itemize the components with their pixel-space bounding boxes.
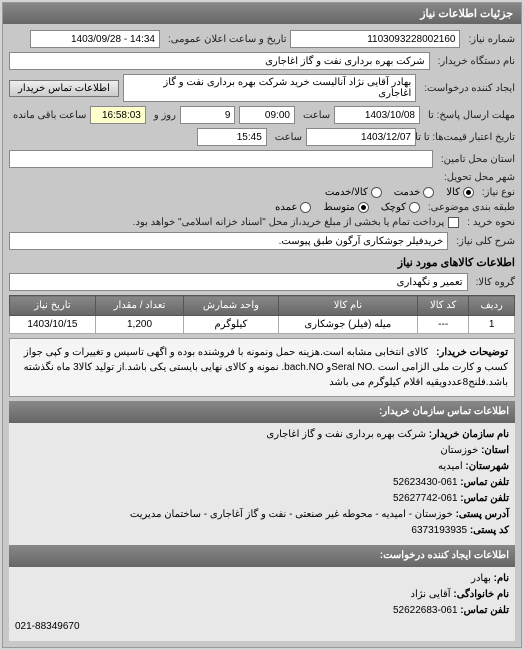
radio-icon [300,202,311,213]
table-row: 1 --- میله (فیلر) جوشکاری کیلوگرم 1,200 … [10,316,515,334]
org-head-1: اطلاعات تماس سازمان خریدار: [9,401,515,423]
need-type-service[interactable]: خدمت [394,187,435,198]
col-index: ردیف [469,296,515,316]
keyword-field: خریدفیلر جوشکاری آرگون طبق پیوست. [9,232,448,250]
buyer-device-label: نام دستگاه خریدار: [434,56,515,67]
valid-date-field: 1403/12/07 [306,128,416,146]
req-no-label: شماره نیاز: [464,34,515,45]
delivery-city-label: شهر محل تحویل: [440,172,515,183]
cell-code: --- [418,316,469,334]
pkg-medium[interactable]: متوسط [323,202,368,213]
row-req-no: شماره نیاز: 1103093228002160 تاریخ و ساع… [9,30,515,48]
buy-type-checkbox[interactable] [448,217,459,228]
pkg-large[interactable]: عمده [275,202,311,213]
row-delivery-city: شهر محل تحویل: [9,172,515,183]
org-fax: تلفن تماس: 061-52627742 [15,491,509,507]
keyword-label: شرح کلی نیاز: [452,236,515,247]
org-info-block: اطلاعات تماس سازمان خریدار: نام سازمان خ… [9,401,515,641]
row-supply-province: استان محل تامین: [9,150,515,168]
org-province: استان: خوزستان [15,443,509,459]
buyer-desc-box: توضیحات خریدار: کالای انتخابی مشابه است.… [9,338,515,397]
deadline-time-field: 09:00 [239,106,294,124]
panel-title: جزئیات اطلاعات نیاز [3,3,521,24]
row-deadline: مهلت ارسال پاسخ: تا 1403/10/08 ساعت 09:0… [9,106,515,124]
col-qty: تعداد / مقدار [95,296,183,316]
col-name: نام کالا [278,296,417,316]
row-validity: تاریخ اعتبار قیمت‌ها: تا تاریخ: 1403/12/… [9,128,515,146]
pkg-group: کوچک متوسط عمده [275,202,420,213]
need-type-label: نوع نیاز: [478,187,515,198]
cell-unit: کیلوگرم [184,316,279,334]
goods-table: ردیف کد کالا نام کالا واحد شمارش تعداد /… [9,295,515,334]
row-buyer-device: نام دستگاه خریدار: شرکت بهره برداری نفت … [9,52,515,70]
footer-phone: 021-88349670 [15,619,509,635]
radio-icon [463,187,474,198]
requester-label: ایجاد کننده درخواست: [420,83,515,94]
need-type-both[interactable]: کالا/خدمت [325,187,382,198]
row-need-type: نوع نیاز: کالا خدمت کالا/خدمت [9,187,515,198]
valid-label: تاریخ اعتبار قیمت‌ها: تا تاریخ: [420,132,515,143]
goods-group-field: تعمیر و نگهداری [9,273,468,291]
req-name: نام: بهادر [15,571,509,587]
radio-icon [409,202,420,213]
row-requester: ایجاد کننده درخواست: بهادر آقایی نژاد آن… [9,74,515,102]
contact-buyer-button[interactable]: اطلاعات تماس خریدار [9,80,119,97]
col-code: کد کالا [418,296,469,316]
cell-index: 1 [469,316,515,334]
goods-section-title: اطلاعات کالاهای مورد نیاز [9,256,515,269]
row-keyword: شرح کلی نیاز: خریدفیلر جوشکاری آرگون طبق… [9,232,515,250]
valid-time-label: ساعت [271,132,302,143]
row-pkg: طبقه بندی موضوعی: کوچک متوسط عمده [9,202,515,213]
col-unit: واحد شمارش [184,296,279,316]
goods-header-row: ردیف کد کالا نام کالا واحد شمارش تعداد /… [10,296,515,316]
datetime-field: 14:34 - 1403/09/28 [30,30,160,48]
col-date: تاریخ نیاز [10,296,96,316]
deadline-date-field: 1403/10/08 [334,106,420,124]
req-no-field: 1103093228002160 [290,30,460,48]
pkg-label: طبقه بندی موضوعی: [424,202,515,213]
remain-field: 16:58:03 [90,106,145,124]
pkg-small[interactable]: کوچک [381,202,420,213]
org-post: کد پستی: 6373193935 [15,523,509,539]
row-goods-group: گروه کالا: تعمیر و نگهداری [9,273,515,291]
row-buy-type: نحوه خرید : پرداخت تمام یا بخشی از مبلغ … [9,217,515,228]
requester-field: بهادر آقایی نژاد آنالیست خرید شرکت بهره … [123,74,416,102]
desc-label: توضیحات خریدار: [436,345,508,360]
req-lname: نام خانوادگی: آقایی نژاد [15,587,509,603]
org-head-2: اطلاعات ایجاد کننده درخواست: [9,545,515,567]
panel-body: شماره نیاز: 1103093228002160 تاریخ و ساع… [3,24,521,647]
radio-icon [423,187,434,198]
org-buyer: نام سازمان خریدار: شرکت بهره برداری نفت … [15,427,509,443]
buy-note: پرداخت تمام یا بخشی از مبلغ خرید،از محل … [9,217,444,228]
valid-time-field: 15:45 [197,128,267,146]
org-city: شهرستان: امیدیه [15,459,509,475]
radio-icon [371,187,382,198]
need-type-goods[interactable]: کالا [446,187,474,198]
cell-name: میله (فیلر) جوشکاری [278,316,417,334]
org-addr: آدرس پستی: خوزستان - امیدیه - محوطه غیر … [15,507,509,523]
goods-group-label: گروه کالا: [472,277,515,288]
req-phone: تلفن تماس: 061-52622683 [15,603,509,619]
deadline-label: مهلت ارسال پاسخ: تا [424,110,515,121]
remain-label: ساعت باقی مانده [9,110,86,121]
supply-province-field [9,150,433,168]
org-phone: تلفن تماس: 061-52623430 [15,475,509,491]
datetime-label: تاریخ و ساعت اعلان عمومی: [164,34,287,45]
days-label: روز و [150,110,176,121]
buyer-device-field: شرکت بهره برداری نفت و گاز اغاجاری [9,52,430,70]
cell-qty: 1,200 [95,316,183,334]
buy-type-label: نحوه خرید : [463,217,515,228]
radio-icon [358,202,369,213]
cell-date: 1403/10/15 [10,316,96,334]
supply-province-label: استان محل تامین: [437,154,515,165]
details-panel: جزئیات اطلاعات نیاز شماره نیاز: 11030932… [2,2,522,648]
need-type-group: کالا خدمت کالا/خدمت [325,187,474,198]
deadline-time-label: ساعت [299,110,330,121]
days-field: 9 [180,106,235,124]
